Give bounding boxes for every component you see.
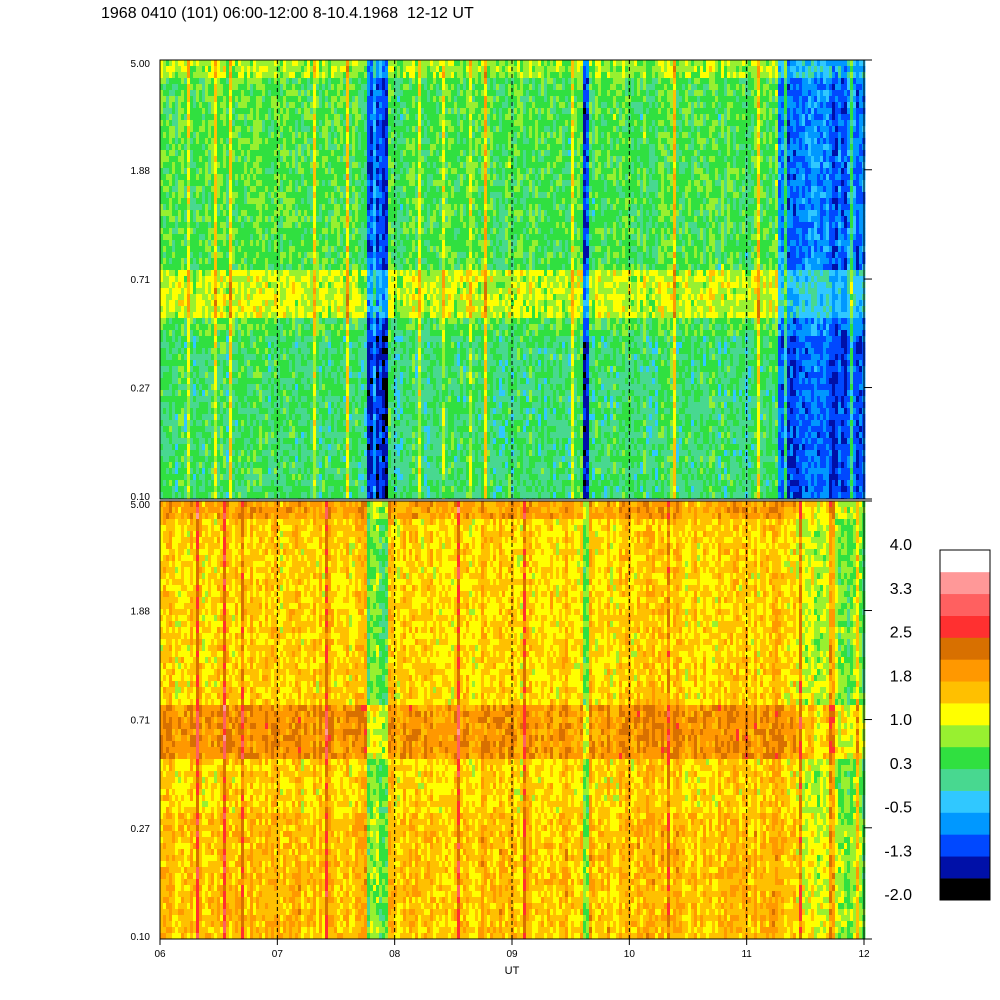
colorbar-label: -0.5 bbox=[884, 800, 912, 817]
upper-panel: 5.001.880.710.270.10 bbox=[131, 59, 872, 503]
x-tick-label: 06 bbox=[154, 949, 166, 960]
x-tick-label: 11 bbox=[741, 949, 752, 960]
x-axis: 06 07 08 09 10 11 12 bbox=[154, 939, 870, 960]
colorbar-swatch bbox=[940, 791, 990, 813]
colorbar-swatch bbox=[940, 638, 990, 660]
colorbar-swatch bbox=[940, 747, 990, 769]
colorbar-label: 1.8 bbox=[890, 668, 912, 685]
colorbar-label: 0.3 bbox=[890, 756, 912, 773]
colorbar-swatch bbox=[940, 659, 990, 681]
x-tick-label: 10 bbox=[624, 949, 636, 960]
y-tick-label: 0.27 bbox=[131, 824, 151, 835]
y-tick-label: 5.00 bbox=[131, 500, 151, 511]
colorbar-label: -1.3 bbox=[884, 843, 912, 860]
y-tick-label: 0.71 bbox=[131, 716, 151, 727]
colorbar-swatch bbox=[940, 725, 990, 747]
colorbar-label: 1.0 bbox=[890, 712, 912, 729]
x-tick-label: 09 bbox=[506, 949, 518, 960]
colorbar-swatch bbox=[940, 703, 990, 725]
y-tick-label: 1.88 bbox=[131, 166, 151, 177]
x-tick-label: 08 bbox=[389, 949, 401, 960]
x-tick-label: 12 bbox=[858, 949, 870, 960]
lower-panel: 5.00 1.88 0.71 0.27 0.10 bbox=[131, 500, 872, 943]
colorbar-swatch bbox=[940, 572, 990, 594]
colorbar-swatch bbox=[940, 834, 990, 856]
colorbar-label: 4.0 bbox=[890, 537, 912, 554]
colorbar-label: -2.0 bbox=[884, 887, 912, 904]
x-tick-label: 07 bbox=[272, 949, 284, 960]
y-tick-label: 0.27 bbox=[131, 384, 151, 395]
colorbar-label: 2.5 bbox=[890, 625, 912, 642]
colorbar: 4.0 3.3 2.5 1.8 1.0 0.3 -0.5 -1.3 -2.0 bbox=[884, 537, 990, 904]
y-tick-label: 0.10 bbox=[131, 932, 151, 943]
colorbar-swatch bbox=[940, 616, 990, 638]
colorbar-swatch bbox=[940, 813, 990, 835]
colorbar-swatch bbox=[940, 594, 990, 616]
y-tick-label: 1.88 bbox=[131, 607, 151, 618]
colorbar-swatch bbox=[940, 878, 990, 900]
y-tick-label: 0.71 bbox=[131, 275, 151, 286]
colorbar-swatch bbox=[940, 856, 990, 878]
x-axis-label: UT bbox=[505, 965, 520, 977]
y-tick-label: 5.00 bbox=[131, 59, 151, 70]
colorbar-swatch bbox=[940, 550, 990, 572]
colorbar-swatch bbox=[940, 681, 990, 703]
colorbar-label: 3.3 bbox=[890, 581, 912, 598]
heatmap-field bbox=[160, 60, 865, 499]
colorbar-swatch bbox=[940, 769, 990, 791]
heatmap-field bbox=[160, 501, 865, 939]
